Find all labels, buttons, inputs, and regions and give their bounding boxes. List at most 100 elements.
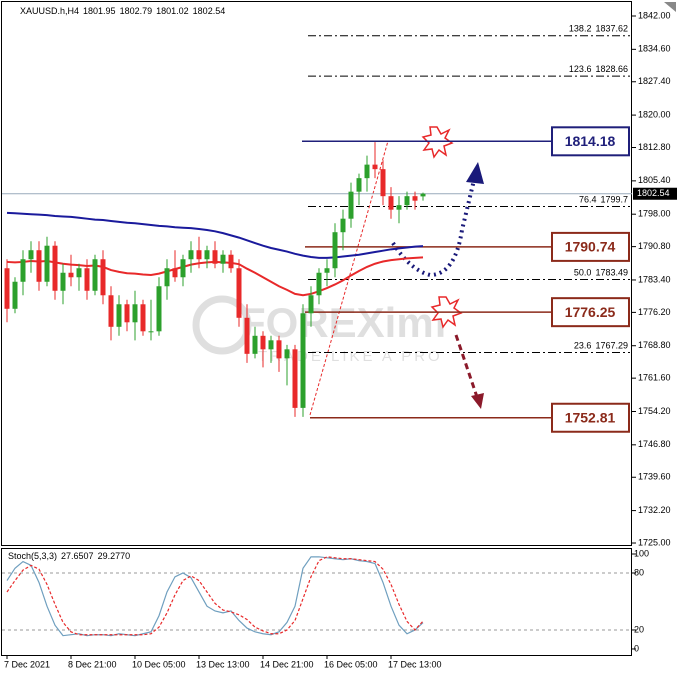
fib-ratio: 123.6 bbox=[569, 64, 592, 74]
candle-body bbox=[100, 259, 106, 296]
candle-body bbox=[196, 250, 202, 260]
candle-body bbox=[172, 268, 178, 278]
candle-body bbox=[60, 272, 66, 291]
candle-body bbox=[28, 250, 34, 260]
candle-body bbox=[268, 340, 274, 350]
fib-ratio: 138.2 bbox=[569, 24, 592, 34]
y-tick-label: 1776.20 bbox=[638, 307, 671, 317]
y-tick-label: 100 bbox=[634, 548, 649, 558]
fib-price: 1799.7 bbox=[600, 195, 628, 205]
candle-body bbox=[316, 272, 322, 296]
header-value: 1801.95 bbox=[83, 6, 116, 16]
fib-ratio: 76.4 bbox=[579, 195, 597, 205]
y-tick-label: 1842.00 bbox=[638, 10, 671, 20]
y-tick-label: 1732.20 bbox=[638, 505, 671, 515]
candle-body bbox=[404, 196, 410, 206]
candle-body bbox=[132, 304, 138, 323]
level-box bbox=[551, 231, 630, 262]
x-tick-label: 16 Dec 05:00 bbox=[324, 659, 378, 669]
fib-label: 23.6 1767.29 bbox=[574, 341, 628, 351]
candle-body bbox=[308, 295, 314, 314]
header-value: 1802.54 bbox=[193, 6, 226, 16]
fib-label: 50.0 1783.49 bbox=[574, 268, 628, 278]
down-arrow-head bbox=[471, 393, 484, 409]
y-tick-label: 1820.00 bbox=[638, 109, 671, 119]
y-tick-label: 1798.00 bbox=[638, 209, 671, 219]
candle-body bbox=[188, 250, 194, 260]
y-tick-label: 1761.60 bbox=[638, 373, 671, 383]
candle-body bbox=[324, 268, 330, 273]
fib-price: 1837.62 bbox=[595, 24, 628, 34]
level-label: 1752.81 bbox=[565, 409, 616, 425]
x-tick-label: 10 Dec 05:00 bbox=[132, 659, 186, 669]
y-tick-label: 1812.80 bbox=[638, 142, 671, 152]
fib-price: 1767.29 bbox=[595, 341, 628, 351]
candle-body bbox=[340, 218, 346, 233]
candle-body bbox=[4, 268, 10, 309]
last-price-label: 1802.54 bbox=[637, 188, 670, 198]
fib-price: 1828.66 bbox=[595, 64, 628, 74]
candle-body bbox=[124, 304, 130, 323]
candle-body bbox=[252, 335, 258, 354]
y-tick-label: 1790.80 bbox=[638, 241, 671, 251]
candle-body bbox=[284, 349, 290, 359]
fib-price: 1783.49 bbox=[595, 268, 628, 278]
header-title: Stoch(5,3,3) bbox=[8, 551, 57, 561]
candle-body bbox=[220, 254, 226, 264]
candle-body bbox=[156, 286, 162, 332]
candle-body bbox=[276, 340, 282, 359]
y-tick-label: 1725.00 bbox=[638, 537, 671, 547]
y-tick-label: 1805.40 bbox=[638, 175, 671, 185]
down-arrow-path bbox=[454, 334, 479, 398]
header-title: XAUUSD.h,H4 bbox=[20, 6, 79, 16]
candle-body bbox=[204, 250, 210, 260]
level-box bbox=[551, 297, 630, 328]
fib-label: 76.4 1799.7 bbox=[579, 195, 628, 205]
candle-body bbox=[372, 164, 378, 170]
candle-body bbox=[228, 254, 234, 269]
watermark-text: FOREXimf bbox=[240, 299, 449, 346]
stoch-line bbox=[6, 556, 424, 636]
candle-body bbox=[244, 317, 250, 354]
candle-body bbox=[36, 250, 42, 282]
candle-body bbox=[140, 304, 146, 332]
ma-line bbox=[6, 211, 424, 259]
level-label: 1776.25 bbox=[565, 304, 616, 320]
candle-body bbox=[76, 268, 82, 278]
candle-body bbox=[260, 335, 266, 350]
level-label: 1790.74 bbox=[565, 239, 616, 255]
candle-body bbox=[356, 178, 362, 192]
candle-body bbox=[364, 164, 370, 179]
candle-body bbox=[388, 196, 394, 210]
candle-body bbox=[180, 259, 186, 278]
candle-body bbox=[44, 245, 50, 282]
candle-body bbox=[236, 268, 242, 318]
level-label: 1814.18 bbox=[565, 133, 616, 149]
candle-body bbox=[116, 304, 122, 327]
level-box bbox=[551, 126, 630, 157]
y-tick-label: 1768.80 bbox=[638, 340, 671, 350]
candle-body bbox=[380, 169, 386, 197]
y-tick-label: 80 bbox=[634, 567, 644, 577]
level-box bbox=[551, 402, 630, 433]
candle-body bbox=[108, 295, 114, 327]
up-arrow-head bbox=[466, 162, 484, 184]
candle-body bbox=[20, 259, 26, 282]
candle-body bbox=[348, 191, 354, 219]
x-tick-label: 13 Dec 13:00 bbox=[196, 659, 250, 669]
y-tick-label: 1739.60 bbox=[638, 472, 671, 482]
main-frame bbox=[1, 1, 632, 546]
chart-header: XAUUSD.h,H4 1801.95 1802.79 1801.02 1802.54 bbox=[20, 6, 225, 16]
y-tick-label: 1834.60 bbox=[638, 44, 671, 54]
x-tick-label: 14 Dec 21:00 bbox=[260, 659, 314, 669]
header-value: 1801.02 bbox=[156, 6, 189, 16]
y-tick-label: 1746.80 bbox=[638, 439, 671, 449]
fib-label: 138.2 1837.62 bbox=[569, 24, 628, 34]
header-value: 27.6507 bbox=[61, 551, 94, 561]
y-tick-label: 1783.40 bbox=[638, 274, 671, 284]
fib-label: 123.6 1828.66 bbox=[569, 64, 628, 74]
candle-body bbox=[148, 331, 154, 333]
header-value: 1802.79 bbox=[120, 6, 153, 16]
